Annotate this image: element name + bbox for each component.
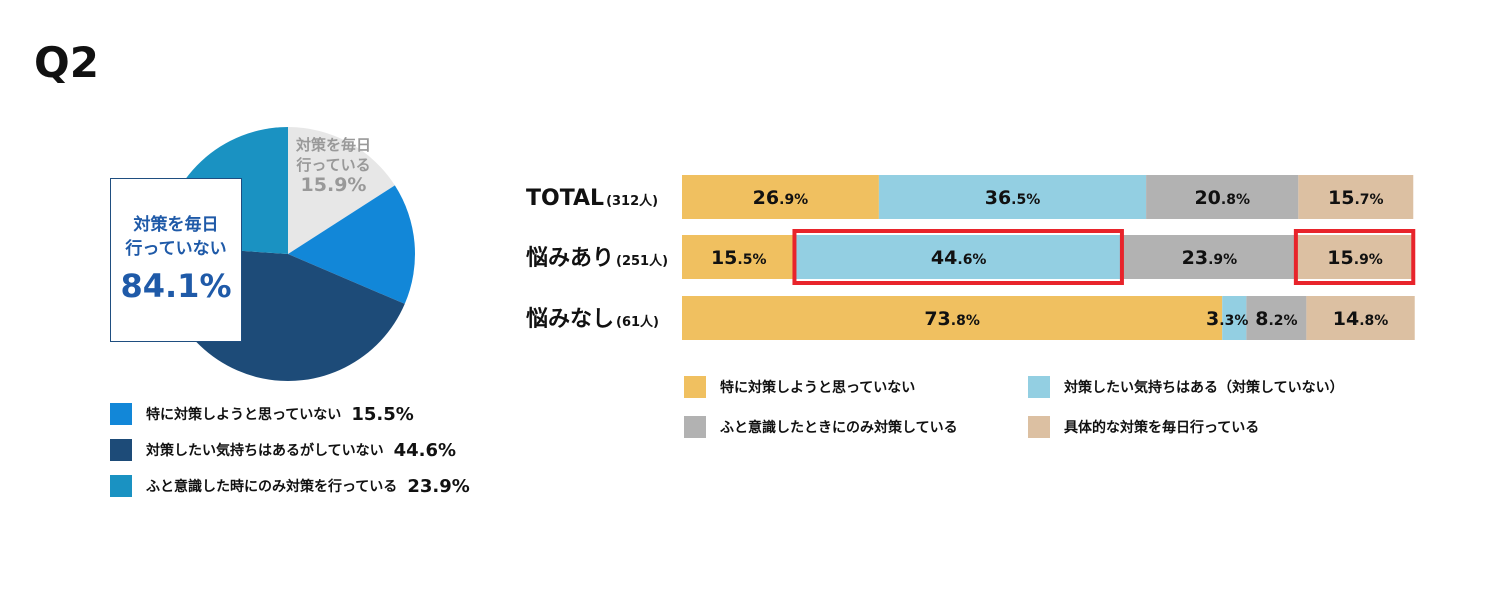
bar-value-label: 15.9% (1327, 247, 1383, 269)
pie-highlight-label: 対策を毎日 行っていない 84.1% (110, 178, 242, 342)
bar-legend-item: 具体的な対策を毎日行っている (1028, 416, 1259, 438)
legend-value: 23.9% (407, 475, 470, 497)
legend-value: 15.5% (351, 403, 414, 425)
pie-highlight-line1: 対策を毎日 (133, 215, 219, 235)
legend-label: ふと意識したときにのみ対策している (720, 420, 958, 436)
category-label: 悩みあり (251人) (526, 246, 668, 271)
legend-label: 対策したい気持ちはあるがしていない (146, 443, 384, 459)
bar-value-label: 23.9% (1182, 247, 1238, 269)
pie-small-label: 対策を毎日 行っている 15.9% (296, 135, 371, 195)
bar-legend-item: 対策したい気持ちはある（対策していない） (1028, 376, 1344, 398)
bar-segment (1298, 175, 1414, 219)
highlight-box (1293, 229, 1416, 285)
legend-swatch (110, 475, 132, 497)
highlight-box (792, 229, 1124, 285)
legend-label: 対策したい気持ちはある（対策していない） (1064, 380, 1344, 396)
bar-value-label: 15.7% (1328, 187, 1384, 209)
pie-highlight-value: 84.1% (120, 267, 232, 305)
bar-value-label: 14.8% (1333, 308, 1389, 330)
pie-legend-item: 対策したい気持ちはあるがしていない 44.6% (110, 432, 470, 468)
legend-swatch (110, 439, 132, 461)
bar-value-label: 15.5% (711, 247, 767, 269)
bar-value-label: 26.9% (753, 187, 809, 209)
bar-segment (682, 235, 796, 279)
pie-legend-item: ふと意識した時にのみ対策を行っている 23.9% (110, 468, 470, 504)
bar-segment (1121, 235, 1297, 279)
bar-segment (1222, 296, 1247, 340)
bar-value-label: 36.5% (985, 187, 1041, 209)
legend-swatch (684, 416, 706, 438)
legend-label: 特に対策しようと思っていない (720, 380, 916, 396)
legend-label: ふと意識した時にのみ対策を行っている (146, 479, 398, 495)
pie-slice (288, 127, 395, 254)
category-label: 悩みなし (61人) (526, 307, 659, 332)
pie-legend-item: 特に対策しようと思っていない 15.5% (110, 396, 470, 432)
bar-value-label: 3.3% (1206, 308, 1248, 330)
pie-small-label-line2: 行っている (296, 156, 371, 174)
bar-segment (1246, 296, 1307, 340)
pie-highlight-line2: 行っていない (125, 239, 227, 259)
pie-small-label-line1: 対策を毎日 (296, 136, 372, 154)
legend-swatch (110, 403, 132, 425)
legend-label: 特に対策しようと思っていない (146, 407, 342, 423)
legend-swatch (1028, 376, 1050, 398)
legend-value: 44.6% (393, 439, 457, 461)
bar-segment (1296, 235, 1414, 279)
bar-segment (795, 235, 1122, 279)
pie-small-label-value: 15.9% (300, 174, 367, 196)
page-title: Q2 (34, 38, 99, 87)
bar-legend-item: 特に対策しようと思っていない (684, 376, 915, 398)
pie-slice (288, 185, 415, 304)
bar-value-label: 8.2% (1255, 308, 1297, 330)
legend-swatch (1028, 416, 1050, 438)
pie-legend: 特に対策しようと思っていない 15.5% 対策したい気持ちはあるがしていない 4… (110, 396, 470, 504)
bar-segment (1306, 296, 1415, 340)
bar-value-label: 44.6% (931, 247, 987, 269)
bar-segment (682, 175, 879, 219)
category-label: TOTAL (312人) (526, 186, 658, 211)
bar-value-label: 20.8% (1194, 187, 1250, 209)
legend-label: 具体的な対策を毎日行っている (1064, 420, 1260, 436)
bar-segment (682, 296, 1223, 340)
bar-segment (1146, 175, 1299, 219)
bar-legend-item: ふと意識したときにのみ対策している (684, 416, 958, 438)
bar-value-label: 73.8% (924, 308, 980, 330)
legend-swatch (684, 376, 706, 398)
bar-segment (878, 175, 1147, 219)
